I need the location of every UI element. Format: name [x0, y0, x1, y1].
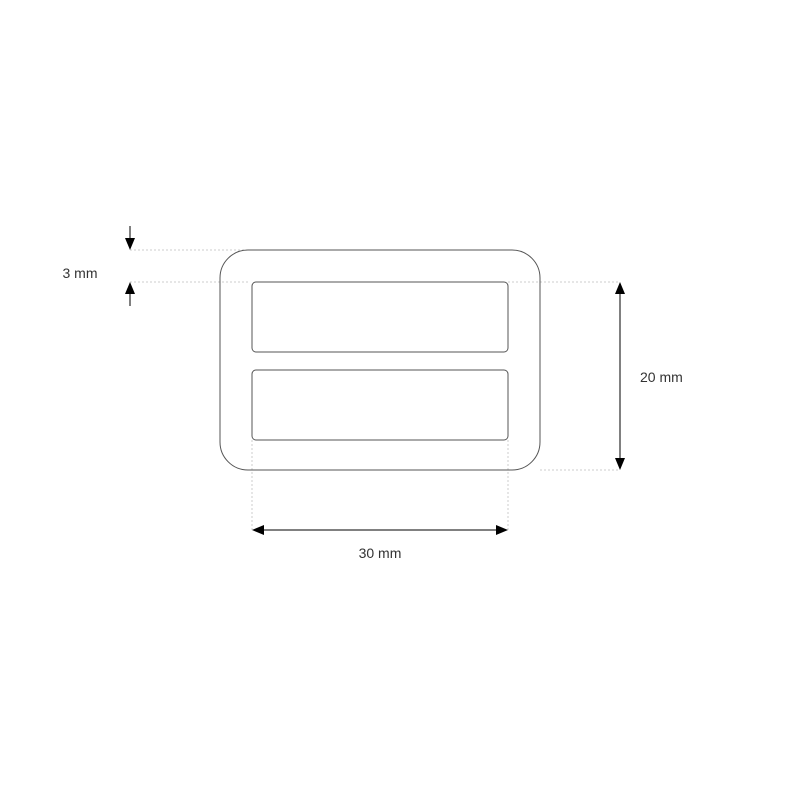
wall-arrow-top [125, 238, 135, 250]
bottom-inner-rectangle [252, 370, 508, 440]
height-label: 20 mm [640, 369, 683, 385]
width-arrow-right [496, 525, 508, 535]
wall-label: 3 mm [63, 265, 98, 281]
technical-drawing: 30 mm 20 mm 3 mm [0, 0, 800, 800]
top-inner-rectangle [252, 282, 508, 352]
width-arrow-left [252, 525, 264, 535]
height-arrow-top [615, 282, 625, 294]
wall-arrow-bottom [125, 282, 135, 294]
outer-rectangle [220, 250, 540, 470]
height-arrow-bottom [615, 458, 625, 470]
width-label: 30 mm [359, 545, 402, 561]
